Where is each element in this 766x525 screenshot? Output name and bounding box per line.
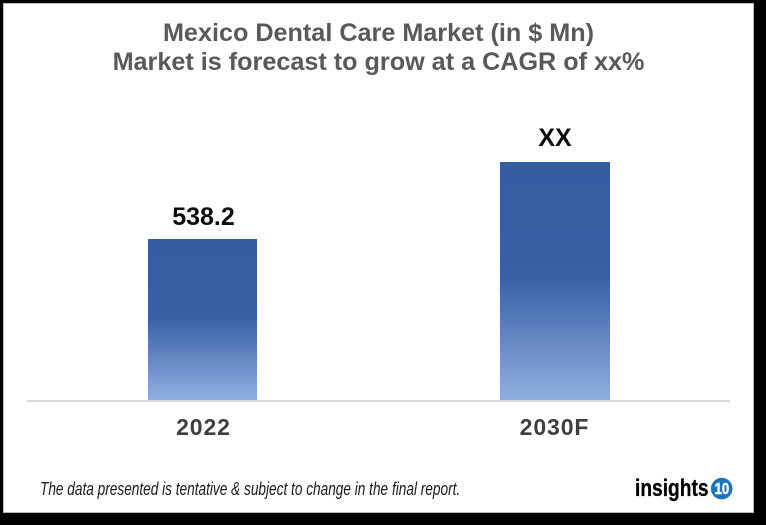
svg-text:10: 10: [715, 481, 730, 498]
svg-text:insights: insights: [635, 477, 709, 502]
